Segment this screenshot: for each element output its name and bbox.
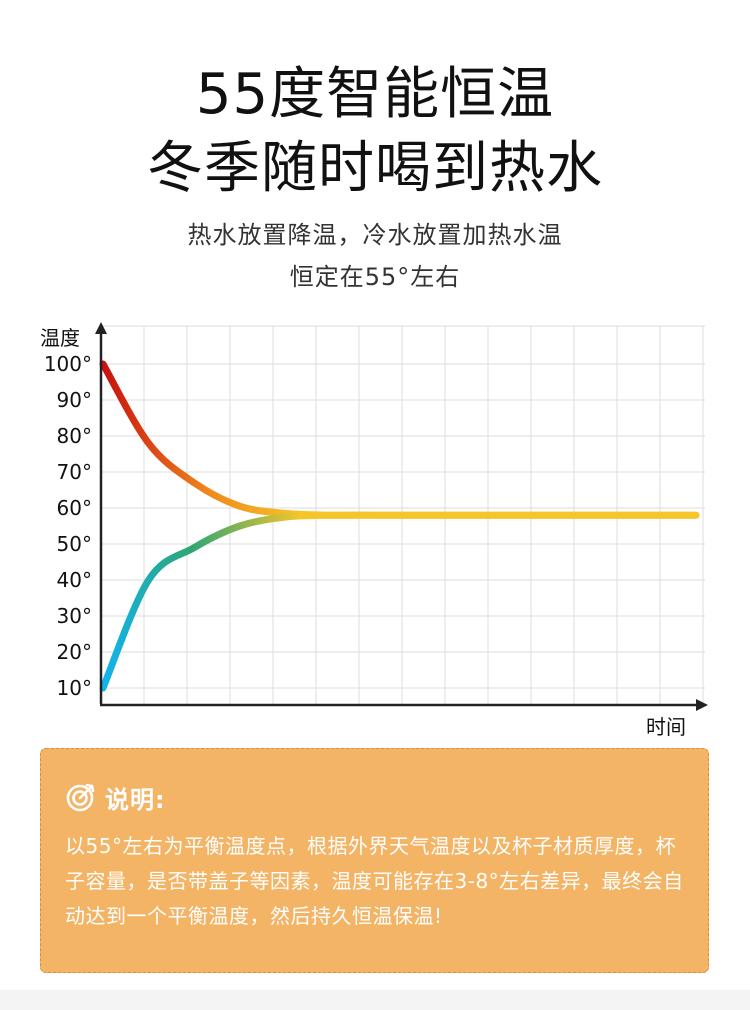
y-tick-labels: 100° 90° 80° 70° 60° 50° 40° 30° 20° 10°: [44, 352, 92, 700]
y-tick-label: 60°: [57, 496, 92, 520]
cold-water-curve: [99, 511, 700, 692]
y-tick-label: 80°: [57, 424, 92, 448]
y-tick-label: 40°: [57, 568, 92, 592]
series-lines: [99, 360, 700, 692]
y-tick-label: 30°: [57, 604, 92, 628]
y-tick-label: 50°: [57, 532, 92, 556]
note-title: 说明:: [105, 785, 166, 814]
subtitle-block: 热水放置降温，冷水放置加热水温 恒定在55°左右: [0, 214, 750, 298]
title-block: 55度智能恒温 冬季随时喝到热水: [0, 58, 750, 206]
subtitle-line-2: 恒定在55°左右: [289, 263, 461, 291]
y-tick-label: 90°: [57, 388, 92, 412]
note-header: 说明:: [65, 779, 166, 815]
hot-water-curve: [99, 360, 700, 519]
x-axis-label: 时间: [646, 715, 686, 739]
page-title-line-2: 冬季随时喝到热水: [147, 136, 603, 201]
y-axis-label: 温度: [40, 326, 80, 350]
note-panel: 说明: 以55°左右为平衡温度点，根据外界天气温度以及杯子材质厚度，杯子容量，是…: [40, 748, 709, 973]
page-title: 55度智能恒温: [195, 62, 555, 127]
bottom-band: [0, 990, 750, 1010]
axes: [95, 322, 708, 711]
note-body: 以55°左右为平衡温度点，根据外界天气温度以及杯子材质厚度，杯子容量，是否带盖子…: [65, 834, 684, 928]
y-tick-label: 20°: [57, 640, 92, 664]
x-axis-arrow: [696, 699, 708, 711]
y-tick-label: 10°: [57, 676, 92, 700]
target-icon: [65, 781, 97, 813]
y-axis-arrow: [95, 322, 107, 334]
y-tick-label: 70°: [57, 460, 92, 484]
temperature-chart: 100° 90° 80° 70° 60° 50° 40° 30° 20° 10° 温度 时间: [40, 322, 708, 739]
subtitle-line-1: 热水放置降温，冷水放置加热水温: [187, 221, 563, 249]
y-tick-label: 100°: [44, 352, 92, 376]
